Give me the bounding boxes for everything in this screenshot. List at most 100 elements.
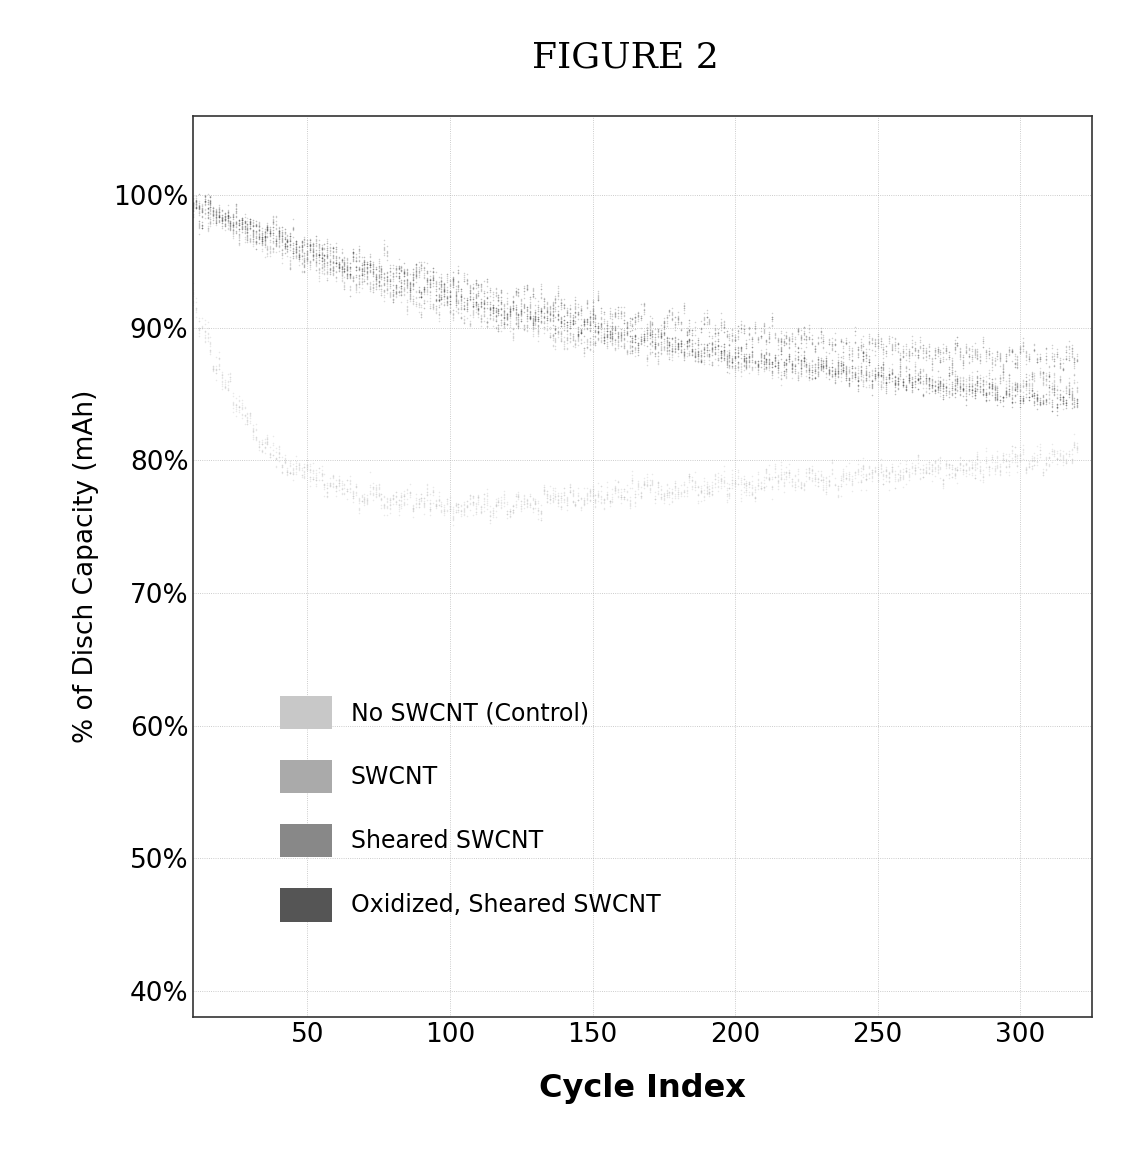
Point	[860, 376, 878, 394]
Point	[432, 501, 450, 519]
Point	[583, 480, 601, 498]
Point	[763, 317, 781, 335]
Point	[825, 369, 844, 387]
Point	[443, 510, 462, 528]
Point	[1062, 440, 1080, 459]
Point	[708, 324, 727, 342]
Point	[948, 459, 966, 477]
Point	[227, 199, 246, 217]
Point	[669, 316, 687, 334]
Point	[740, 325, 758, 343]
Point	[526, 303, 545, 321]
Point	[926, 458, 944, 476]
Point	[230, 225, 248, 244]
Point	[207, 202, 225, 221]
Point	[598, 489, 616, 507]
Point	[233, 223, 251, 242]
Point	[823, 451, 841, 469]
Point	[287, 234, 305, 252]
Point	[321, 265, 339, 283]
Point	[1020, 391, 1038, 409]
Point	[612, 302, 630, 320]
Point	[963, 377, 981, 395]
Point	[946, 464, 964, 482]
Point	[458, 272, 476, 290]
Point	[401, 283, 420, 302]
Point	[797, 464, 815, 482]
Point	[358, 258, 376, 276]
Point	[791, 350, 810, 369]
Point	[540, 304, 558, 323]
Point	[256, 223, 274, 242]
Point	[355, 260, 373, 279]
Point	[287, 235, 305, 253]
Point	[729, 357, 747, 376]
Point	[404, 292, 422, 311]
Point	[175, 188, 193, 207]
Point	[606, 331, 624, 349]
Point	[880, 472, 898, 490]
Point	[592, 323, 611, 341]
Point	[899, 360, 918, 378]
Point	[216, 217, 234, 236]
Point	[894, 377, 912, 395]
Point	[1014, 436, 1032, 454]
Point	[1011, 381, 1029, 400]
Point	[426, 276, 445, 295]
Point	[752, 474, 770, 492]
Point	[566, 298, 584, 317]
Point	[481, 507, 499, 526]
Point	[247, 222, 265, 240]
Point	[929, 458, 947, 476]
Point	[744, 472, 762, 490]
Point	[991, 387, 1010, 406]
Point	[880, 462, 898, 481]
Point	[481, 309, 499, 327]
Point	[415, 298, 433, 317]
Point	[791, 331, 810, 349]
Point	[1048, 380, 1067, 399]
Point	[324, 260, 342, 279]
Point	[498, 509, 516, 527]
Point	[935, 386, 953, 405]
Point	[184, 206, 202, 224]
Point	[413, 255, 431, 274]
Point	[296, 246, 314, 265]
Point	[669, 483, 687, 502]
Point	[808, 348, 827, 366]
Point	[575, 339, 594, 357]
Point	[837, 334, 855, 353]
Point	[184, 194, 202, 213]
Point	[899, 373, 918, 392]
Point	[598, 479, 616, 497]
Point	[466, 295, 484, 313]
Point	[823, 336, 841, 355]
Point	[720, 325, 738, 343]
Point	[971, 351, 989, 370]
Point	[566, 495, 584, 513]
Point	[426, 496, 445, 514]
Point	[598, 326, 616, 344]
Point	[458, 294, 476, 312]
Point	[1054, 354, 1072, 372]
Point	[460, 487, 479, 505]
Point	[703, 484, 721, 503]
Point	[592, 314, 611, 333]
Point	[275, 236, 293, 254]
Point	[517, 490, 536, 509]
Point	[404, 265, 422, 283]
Point	[464, 506, 482, 525]
Point	[865, 361, 883, 379]
Point	[806, 369, 824, 387]
Point	[205, 201, 223, 220]
Point	[161, 206, 180, 224]
Point	[991, 344, 1010, 363]
Point	[364, 257, 382, 275]
Point	[1014, 377, 1032, 395]
Point	[540, 304, 558, 323]
Point	[683, 344, 702, 363]
Point	[435, 282, 454, 301]
Point	[233, 213, 251, 231]
Point	[755, 323, 773, 341]
Point	[598, 327, 616, 346]
